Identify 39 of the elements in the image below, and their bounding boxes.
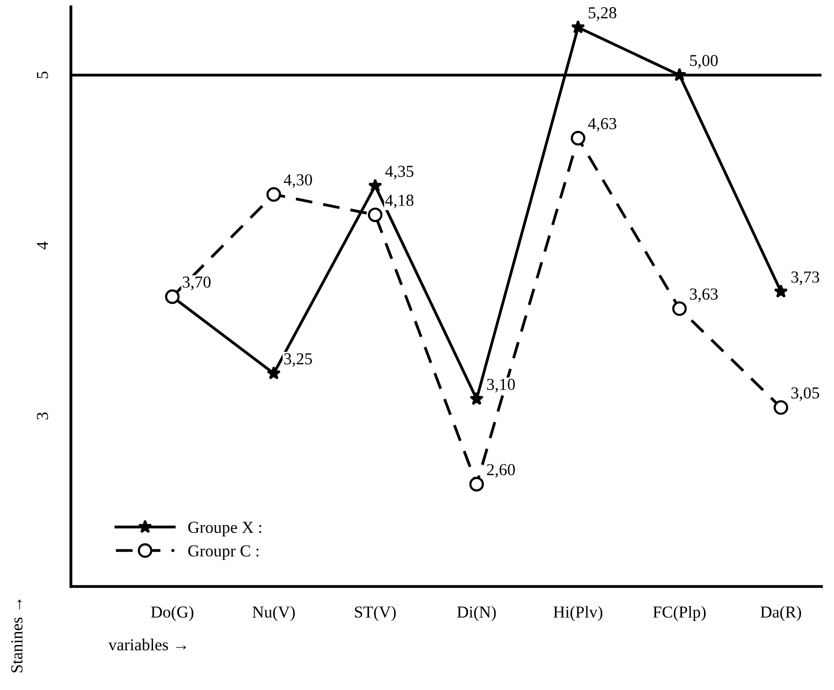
- data-label: 4,35: [385, 166, 414, 180]
- point: [368, 208, 382, 222]
- y-tick-label: 4: [36, 242, 48, 250]
- data-label: 5,00: [690, 54, 718, 69]
- point: [469, 476, 484, 492]
- data-label: 3,25: [284, 353, 312, 367]
- data-label: 4,63: [588, 118, 616, 132]
- x-tick-label: Do(G): [151, 606, 194, 622]
- point: [672, 68, 686, 82]
- point: [470, 392, 484, 406]
- x-axis-title: variables →: [108, 638, 186, 650]
- data-label: 4,18: [385, 194, 414, 208]
- data-label: 3,05: [791, 387, 820, 401]
- legend-label: Groupr C :: [188, 545, 258, 560]
- point: [672, 301, 687, 316]
- point: [368, 178, 382, 192]
- legend-label: Groupe X :: [188, 522, 262, 536]
- point: [774, 284, 788, 298]
- point: [266, 187, 282, 202]
- point: [571, 20, 586, 34]
- x-tick-label: Da(R): [760, 606, 802, 622]
- x-tick-label: Di(N): [457, 606, 496, 622]
- x-tick-label: ST(V): [355, 606, 396, 622]
- data-label: 4,30: [284, 174, 312, 188]
- point: [266, 366, 281, 380]
- y-axis-title: Stanines →: [11, 600, 22, 672]
- data-label: 3,63: [690, 288, 718, 302]
- y-tick-label: 3: [36, 412, 48, 420]
- x-tick-label: Hi(Plv): [554, 606, 602, 622]
- point: [570, 130, 586, 146]
- y-tick-label: 5: [36, 72, 48, 78]
- data-label: 2,60: [487, 464, 515, 478]
- data-label: 5,28: [588, 7, 616, 21]
- point: [774, 400, 788, 415]
- data-label: 3,10: [487, 378, 515, 392]
- x-tick-label: Nu(V): [252, 606, 295, 622]
- x-tick-label: FC(Plp): [653, 606, 706, 622]
- data-label: 3,70: [182, 276, 211, 290]
- data-label: 3,73: [791, 271, 820, 286]
